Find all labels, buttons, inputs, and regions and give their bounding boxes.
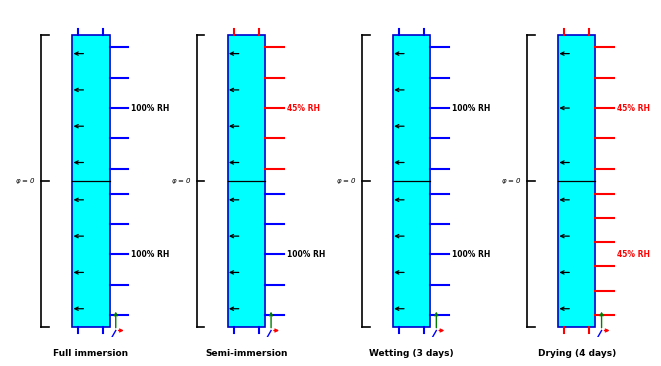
Text: 100% RH: 100% RH (452, 250, 490, 259)
Text: $\varphi$ = 0: $\varphi$ = 0 (15, 176, 36, 186)
Text: Drying (4 days): Drying (4 days) (537, 349, 616, 358)
Text: $\varphi$ = 0: $\varphi$ = 0 (171, 176, 192, 186)
Bar (227, 35, 265, 327)
Bar (72, 35, 110, 327)
Text: $\varphi$ = 0: $\varphi$ = 0 (336, 176, 357, 186)
Text: 45% RH: 45% RH (617, 104, 650, 113)
Text: 100% RH: 100% RH (452, 104, 490, 113)
Bar (558, 35, 596, 327)
Text: Wetting (3 days): Wetting (3 days) (369, 349, 454, 358)
Text: 100% RH: 100% RH (132, 250, 170, 259)
Text: 100% RH: 100% RH (287, 250, 325, 259)
Text: 45% RH: 45% RH (617, 250, 650, 259)
Text: $\varphi$ = 0: $\varphi$ = 0 (501, 176, 522, 186)
Bar (393, 35, 430, 327)
Text: 100% RH: 100% RH (132, 104, 170, 113)
Text: 45% RH: 45% RH (287, 104, 320, 113)
Text: Full immersion: Full immersion (54, 349, 128, 358)
Text: Semi-immersion: Semi-immersion (205, 349, 288, 358)
